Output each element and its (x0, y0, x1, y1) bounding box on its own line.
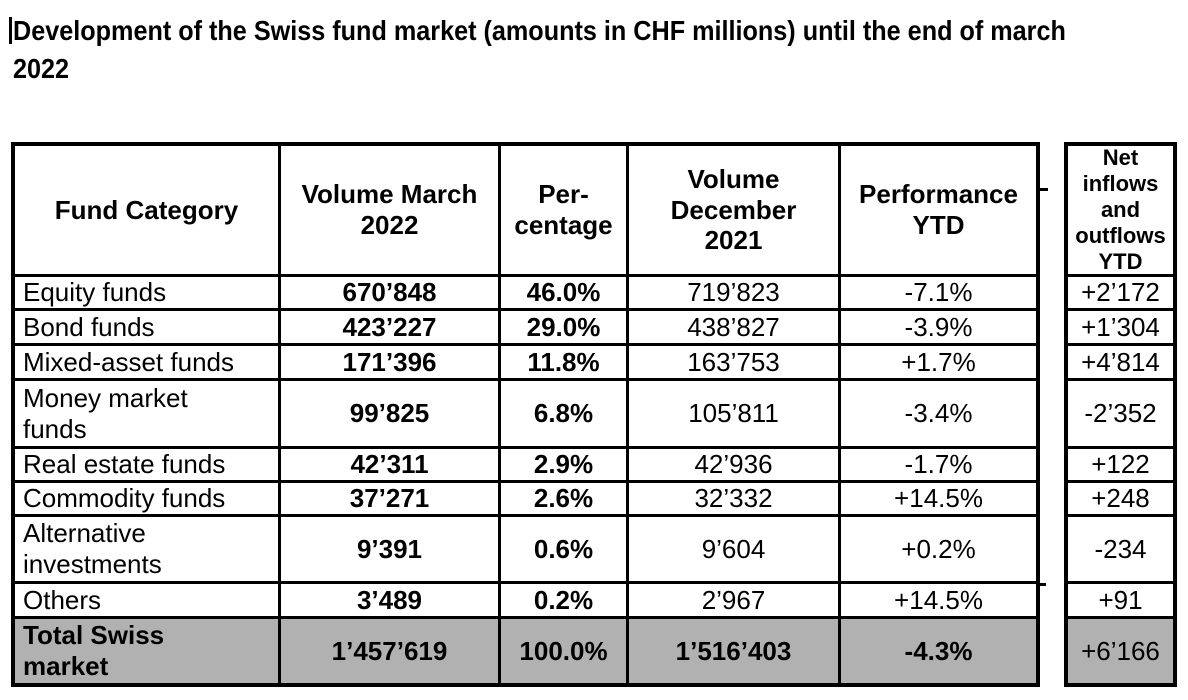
cell-category: Equity funds (15, 277, 281, 311)
text-cursor (9, 17, 12, 44)
total-category: Total Swiss market (15, 619, 281, 683)
total-net-flows: +6’166 (1068, 619, 1173, 683)
fund-market-table: Fund Category Volume March 2022 Per- cen… (11, 142, 1040, 687)
cell-performance: +14.5% (841, 584, 1036, 619)
cell-percentage: 0.6% (501, 517, 629, 584)
net-flows-column: Net inflows and outflows YTD +2’172 +1’3… (1064, 142, 1177, 687)
cell-net-flows: +91 (1068, 584, 1173, 619)
cell-category: Others (15, 584, 281, 619)
cell-volume-december: 42’936 (629, 449, 841, 483)
cell-volume-december: 9’604 (629, 517, 841, 584)
scan-artifact-mark (1040, 188, 1048, 191)
cell-performance: +14.5% (841, 483, 1036, 517)
cell-percentage: 11.8% (501, 346, 629, 381)
cell-percentage: 29.0% (501, 311, 629, 346)
cell-net-flows: +4’814 (1068, 346, 1173, 381)
cell-net-flows: +122 (1068, 449, 1173, 483)
total-volume-december: 1’516’403 (629, 619, 841, 683)
cell-volume-march: 3’489 (281, 584, 501, 619)
header-net-flows: Net inflows and outflows YTD (1068, 146, 1173, 277)
cell-percentage: 46.0% (501, 277, 629, 311)
page-title-line2: 2022 (13, 53, 70, 84)
scan-artifact-mark (1040, 583, 1046, 586)
cell-volume-march: 423’227 (281, 311, 501, 346)
cell-volume-march: 9’391 (281, 517, 501, 584)
header-percentage: Per- centage (501, 146, 629, 277)
cell-volume-december: 438’827 (629, 311, 841, 346)
page-title: Development of the Swiss fund market (am… (13, 12, 1183, 88)
cell-net-flows: +2’172 (1068, 277, 1173, 311)
cell-volume-march: 171’396 (281, 346, 501, 381)
cell-performance: -7.1% (841, 277, 1036, 311)
header-fund-category: Fund Category (15, 146, 281, 277)
total-performance: -4.3% (841, 619, 1036, 683)
cell-net-flows: +248 (1068, 483, 1173, 517)
page-title-line1: Development of the Swiss fund market (am… (13, 15, 1066, 46)
cell-category: Alternative investments (15, 517, 281, 584)
cell-volume-december: 163’753 (629, 346, 841, 381)
cell-volume-march: 37’271 (281, 483, 501, 517)
cell-performance: -3.4% (841, 381, 1036, 449)
cell-performance: -1.7% (841, 449, 1036, 483)
cell-volume-march: 99’825 (281, 381, 501, 449)
cell-category: Commodity funds (15, 483, 281, 517)
cell-category: Mixed-asset funds (15, 346, 281, 381)
header-performance: Performance YTD (841, 146, 1036, 277)
total-percentage: 100.0% (501, 619, 629, 683)
cell-volume-december: 719’823 (629, 277, 841, 311)
total-volume-march: 1’457’619 (281, 619, 501, 683)
cell-percentage: 0.2% (501, 584, 629, 619)
cell-net-flows: -2’352 (1068, 381, 1173, 449)
cell-category: Real estate funds (15, 449, 281, 483)
cell-net-flows: +1’304 (1068, 311, 1173, 346)
cell-volume-december: 105’811 (629, 381, 841, 449)
cell-volume-december: 2’967 (629, 584, 841, 619)
header-volume-december: Volume December 2021 (629, 146, 841, 277)
cell-percentage: 2.9% (501, 449, 629, 483)
header-volume-march: Volume March 2022 (281, 146, 501, 277)
cell-volume-march: 42’311 (281, 449, 501, 483)
cell-percentage: 2.6% (501, 483, 629, 517)
cell-category: Bond funds (15, 311, 281, 346)
cell-performance: +0.2% (841, 517, 1036, 584)
cell-volume-december: 32’332 (629, 483, 841, 517)
cell-percentage: 6.8% (501, 381, 629, 449)
cell-net-flows: -234 (1068, 517, 1173, 584)
cell-category: Money market funds (15, 381, 281, 449)
cell-performance: +1.7% (841, 346, 1036, 381)
cell-performance: -3.9% (841, 311, 1036, 346)
cell-volume-march: 670’848 (281, 277, 501, 311)
